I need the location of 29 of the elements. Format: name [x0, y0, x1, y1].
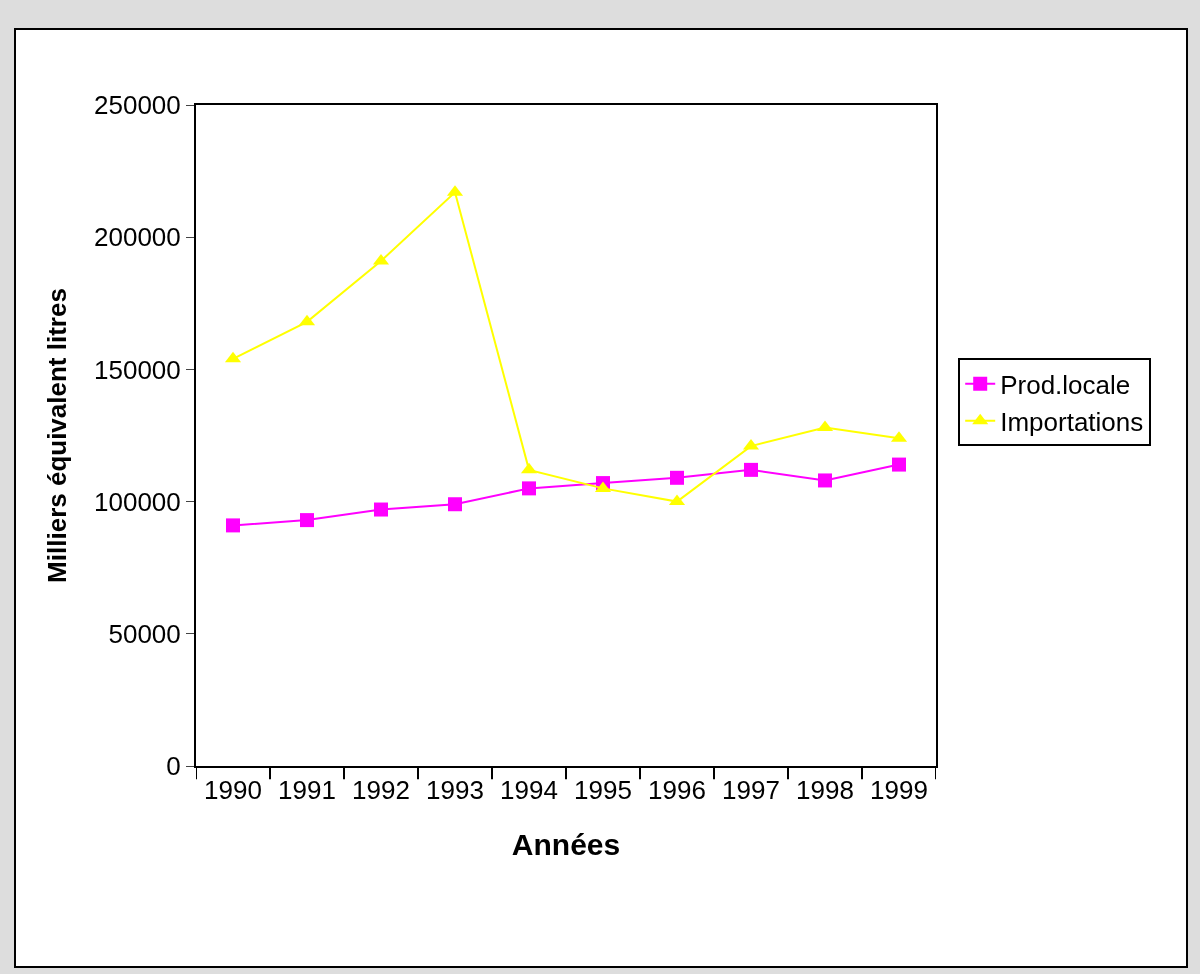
y-tick-label: 100000 — [94, 486, 181, 517]
point — [300, 513, 314, 528]
legend-label: Prod.locale — [1000, 369, 1131, 400]
y-tick-label: 250000 — [94, 90, 181, 121]
x-tick-label: 1992 — [352, 775, 410, 806]
y-tick-label: 50000 — [108, 618, 181, 649]
y-tick-label: 0 — [166, 751, 181, 782]
x-tick-label: 1997 — [722, 775, 780, 806]
legend-label: Importations — [1000, 406, 1144, 437]
x-tick-label: 1995 — [574, 775, 632, 806]
x-tick-label: 1994 — [500, 775, 558, 806]
point — [374, 502, 388, 517]
x-tick-label: 1999 — [870, 775, 928, 806]
point — [818, 473, 832, 488]
x-tick-label: 1993 — [426, 775, 484, 806]
point — [892, 457, 906, 472]
x-tick-label: 1991 — [278, 775, 336, 806]
y-tick-label: 150000 — [94, 354, 181, 385]
x-tick-label: 1990 — [204, 775, 262, 806]
y-axis-title: Milliers équivalent litres — [41, 288, 72, 583]
x-axis-title: Années — [511, 828, 621, 862]
point — [522, 481, 536, 496]
point — [448, 497, 462, 512]
point — [226, 518, 240, 533]
x-tick-label: 1998 — [796, 775, 854, 806]
point — [744, 462, 758, 477]
point — [670, 470, 684, 485]
y-tick-label: 200000 — [94, 222, 181, 253]
x-tick-label: 1996 — [648, 775, 706, 806]
